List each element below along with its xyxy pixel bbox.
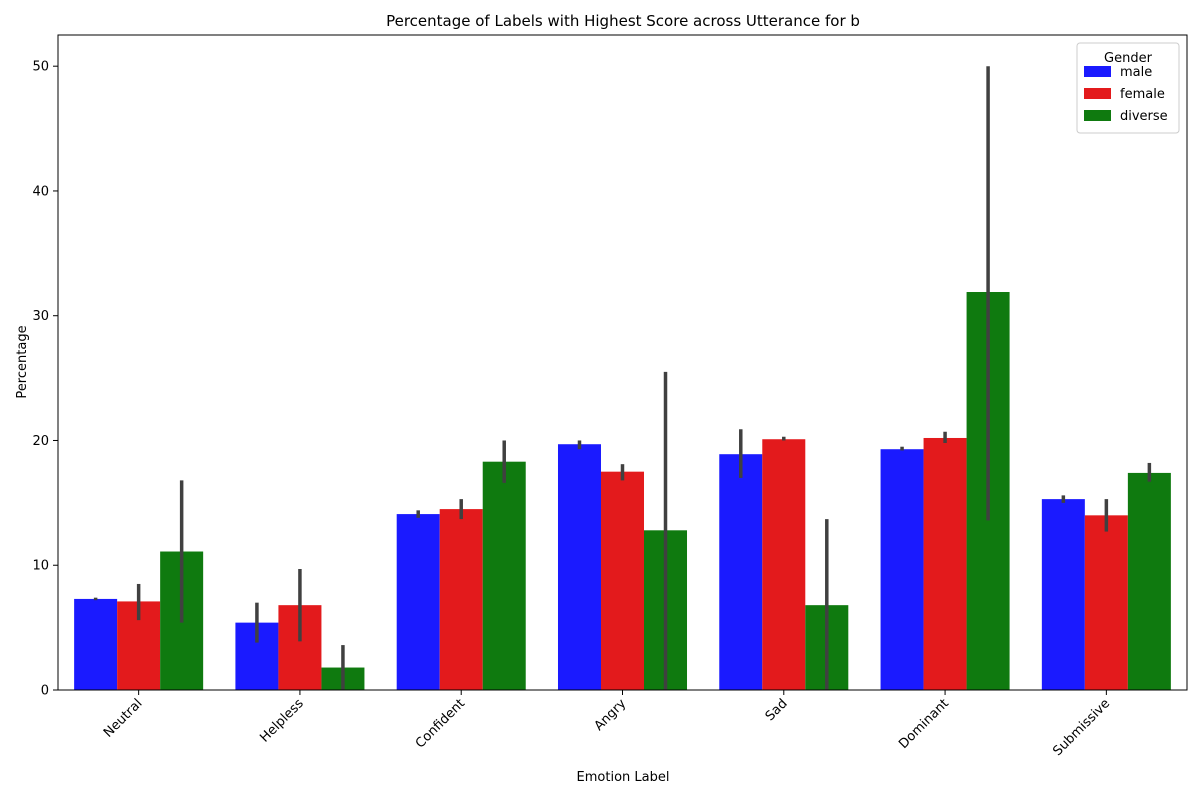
y-tick-label-0: 0 — [41, 684, 49, 699]
bar-confident-male — [396, 514, 440, 690]
y-tick-label-50: 50 — [32, 60, 49, 75]
plot-area — [74, 66, 1171, 690]
bar-dominant-female — [923, 437, 967, 690]
x-tick-label-confident: Confident — [413, 696, 468, 751]
bar-submissive-male — [1041, 499, 1085, 690]
bar-confident-diverse — [482, 461, 526, 690]
bar-submissive-diverse — [1127, 472, 1171, 690]
y-axis-label: Percentage — [15, 325, 30, 398]
legend-label-female: female — [1120, 87, 1165, 102]
legend-swatch-male — [1084, 66, 1111, 77]
x-tick-label-dominant: Dominant — [896, 696, 952, 752]
x-tick-label-neutral: Neutral — [101, 696, 146, 741]
legend-swatch-diverse — [1084, 110, 1111, 121]
y-tick-label-40: 40 — [32, 184, 49, 199]
legend-title: Gender — [1104, 51, 1153, 66]
legend-swatch-female — [1084, 88, 1111, 99]
y-tick-label-30: 30 — [32, 309, 49, 324]
legend-label-male: male — [1120, 65, 1152, 80]
bar-angry-female — [600, 471, 645, 690]
legend-label-diverse: diverse — [1120, 109, 1168, 124]
x-axis: Neutral Helpless Confident Angry Sad Dominant… — [101, 690, 1113, 759]
x-axis-label: Emotion Label — [577, 770, 670, 785]
y-tick-label-10: 10 — [32, 559, 49, 574]
bar-sad-male — [719, 454, 763, 690]
bar-confident-female — [439, 509, 483, 690]
bar-neutral-male — [74, 598, 118, 690]
bar-submissive-female — [1084, 515, 1128, 690]
x-tick-label-submissive: Submissive — [1050, 696, 1113, 759]
bar-sad-female — [762, 439, 806, 690]
x-tick-label-helpless: Helpless — [257, 696, 307, 746]
bar-dominant-male — [880, 449, 924, 690]
y-axis: 0 10 20 30 40 50 — [32, 60, 58, 699]
chart-title: Percentage of Labels with Highest Score … — [386, 12, 860, 30]
legend: Gender male female diverse — [1076, 42, 1180, 134]
x-tick-label-sad: Sad — [763, 696, 791, 724]
y-tick-label-20: 20 — [32, 434, 49, 449]
x-tick-label-angry: Angry — [592, 696, 630, 734]
bar-angry-male — [557, 444, 601, 690]
